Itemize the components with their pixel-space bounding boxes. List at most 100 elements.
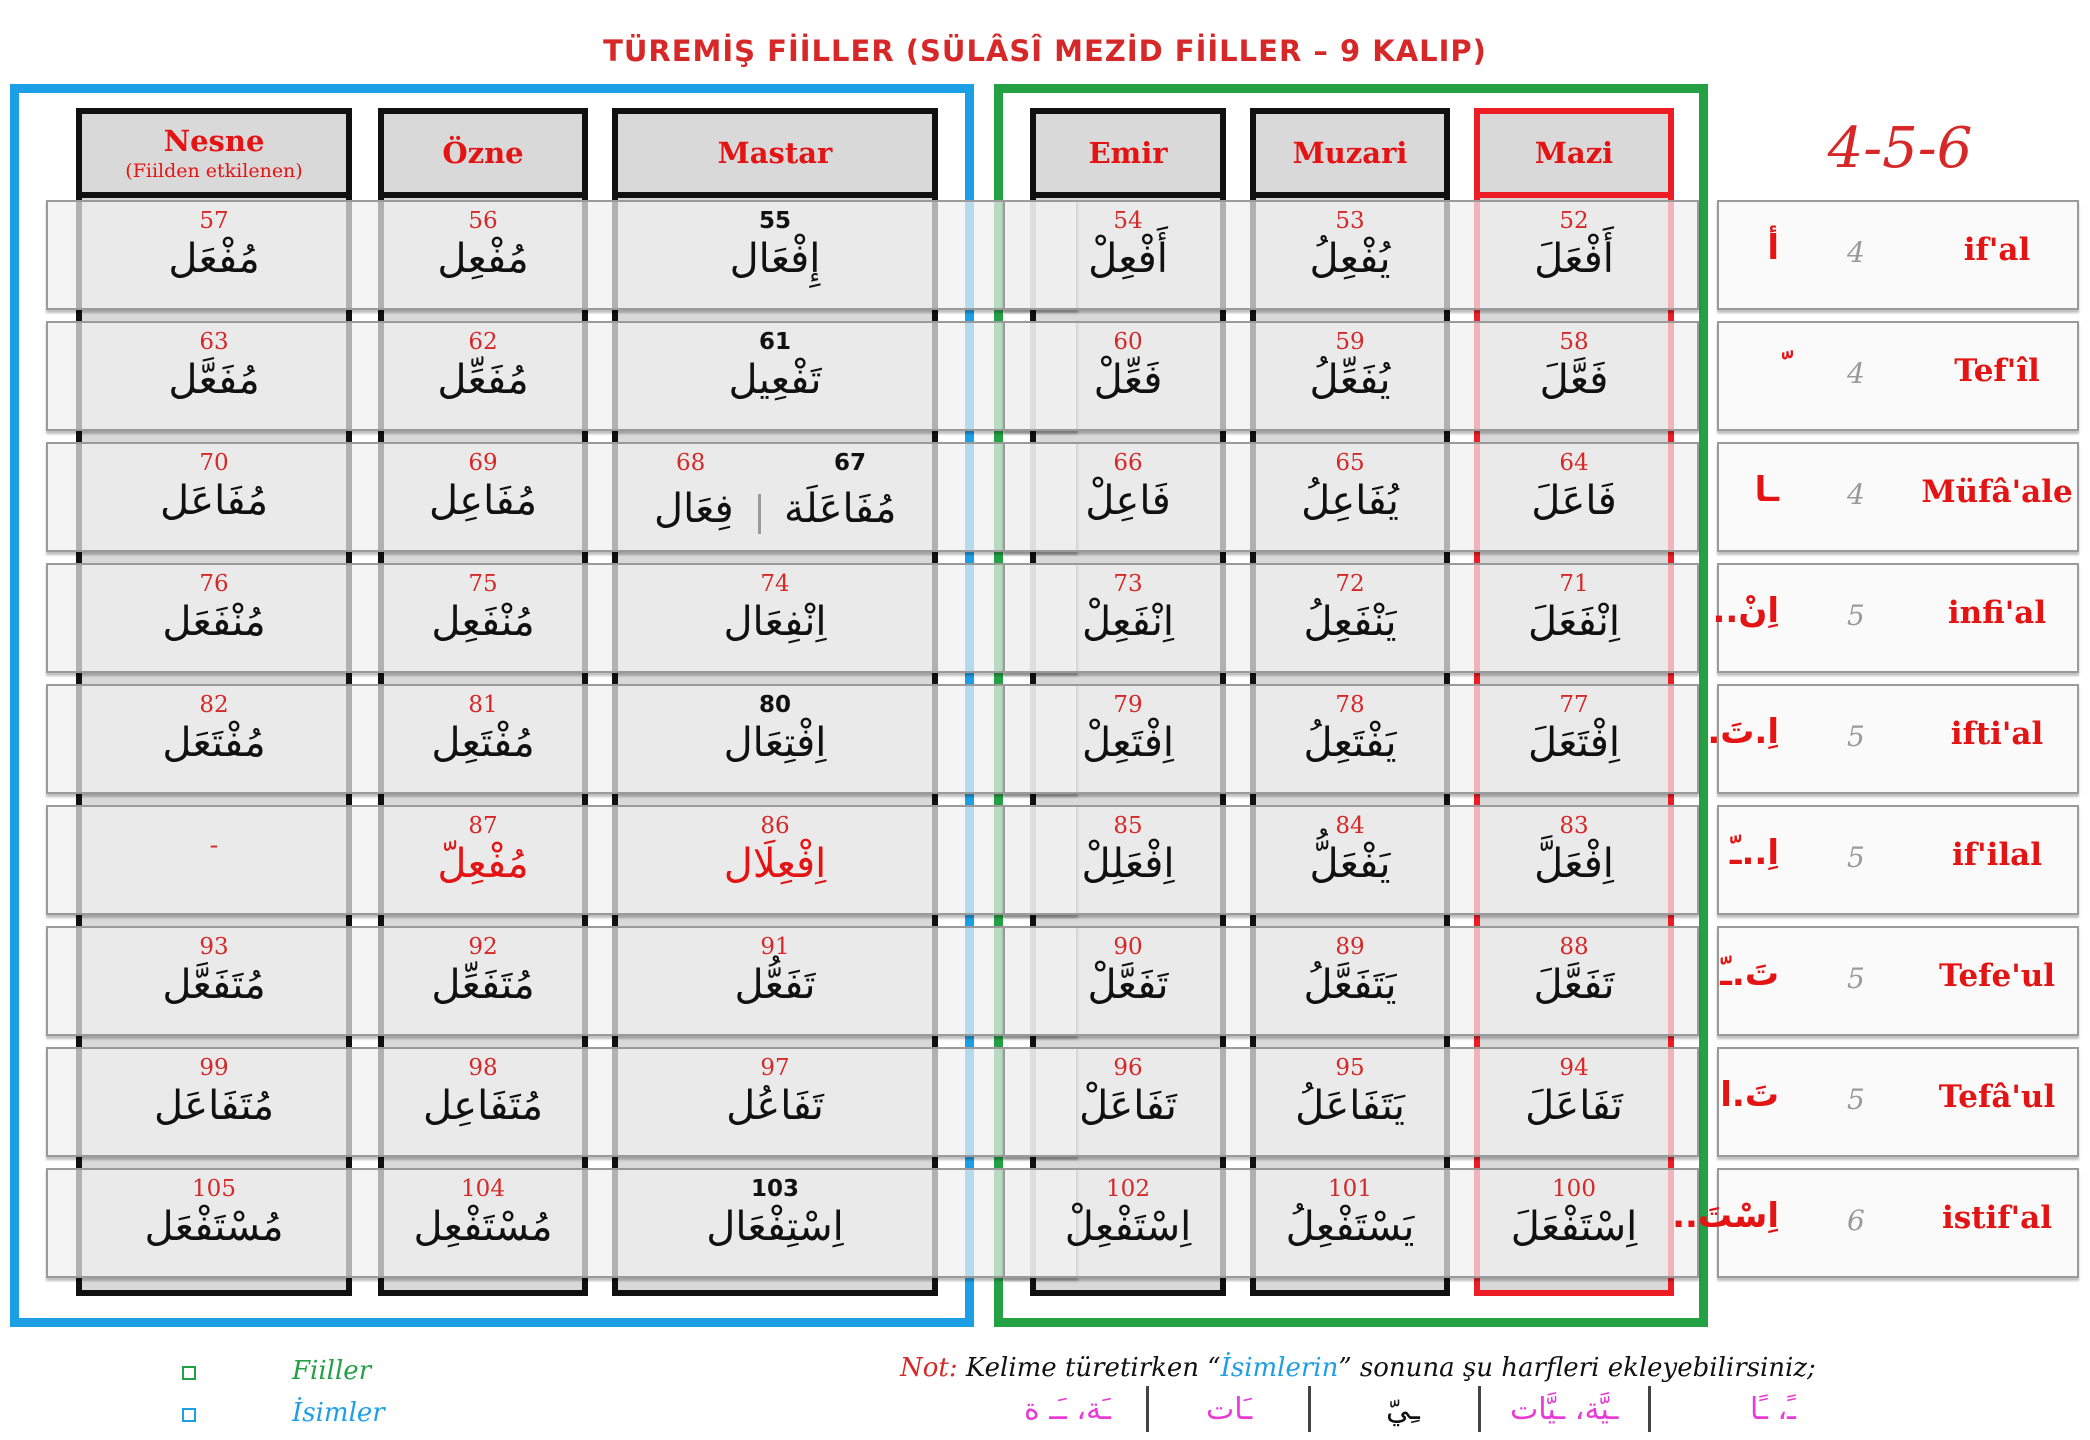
arabic-form: مُسْتَفْعَل <box>144 1204 284 1250</box>
green-square-icon <box>182 1365 196 1380</box>
table-row <box>1003 684 1699 794</box>
cell-mastar: 74 اِنْفِعَال <box>612 563 938 673</box>
note-text-1: Kelime türetirken “ <box>957 1353 1221 1383</box>
letter-count: 5 <box>1847 841 1865 874</box>
form-number: 65 <box>1335 450 1365 476</box>
pattern-name: infi'al <box>1947 595 2047 631</box>
form-number: 71 <box>1559 571 1589 597</box>
cell-nesne: 93 مُتَفَعَّل <box>76 926 352 1036</box>
cell-emir: 90 تَفَعَّلْ <box>1030 926 1226 1036</box>
table-row <box>1717 1168 2079 1278</box>
cell-emir: 54 أَفْعِلْ <box>1030 200 1226 310</box>
cell-muzari: 72 يَنْفَعِلُ <box>1250 563 1450 673</box>
form-number: 69 <box>468 450 498 476</box>
pattern-info: اِنْ.. 5 infi'al <box>1712 563 2079 673</box>
column-muzari-header: Muzari <box>1250 108 1450 198</box>
suffix-divider <box>1146 1386 1149 1432</box>
arabic-form: تَفَعَّلَ <box>1533 962 1615 1008</box>
arabic-form: تَفَعُّل <box>734 962 816 1008</box>
form-number: 58 <box>1559 329 1589 355</box>
cell-mastar: 97 تَفَاعُل <box>612 1047 938 1157</box>
pattern-name: if'al <box>1963 232 2031 268</box>
arabic-form: مُتَفَاعِل <box>422 1083 544 1129</box>
form-number: 55 <box>758 208 791 234</box>
table-row <box>46 684 1078 794</box>
arabic-form: تَفَاعُل <box>726 1083 824 1129</box>
arabic-form: فَعِّلْ <box>1093 357 1163 403</box>
cell-mazi: 64 فَاعَلَ <box>1474 442 1674 552</box>
suffix-divider <box>1308 1386 1311 1432</box>
arabic-form: يَسْتَفْعِلُ <box>1285 1204 1415 1250</box>
arabic-form: اِسْتِفْعَال <box>706 1204 844 1250</box>
cell-muzari: 59 يُفَعِّلُ <box>1250 321 1450 431</box>
empty-form: - <box>209 831 219 859</box>
form-number: 68 <box>676 450 706 476</box>
form-number: 72 <box>1335 571 1365 597</box>
cell-mazi: 83 اِفْعَلَّ <box>1474 805 1674 915</box>
arabic-form: يَنْفَعِلُ <box>1303 599 1397 645</box>
form-number: 78 <box>1335 692 1365 718</box>
letter-count: 4 <box>1847 478 1865 511</box>
column-emir-header: Emir <box>1030 108 1226 198</box>
arabic-form: اِفْعِلَال <box>723 841 827 887</box>
arabic-form: تَفْعِيل <box>728 357 822 403</box>
cell-mastar: 91 تَفَعُّل <box>612 926 938 1036</box>
form-number: 102 <box>1106 1176 1150 1202</box>
column-mastar-header: Mastar <box>612 108 938 198</box>
suffix-2: ـيَّة، ـيَّات <box>1510 1392 1619 1427</box>
form-number: 104 <box>461 1176 505 1202</box>
form-number: 81 <box>468 692 498 718</box>
legend-fiiller: Fiiller <box>182 1356 371 1386</box>
added-letters: اِ..ـّ <box>1729 833 1779 873</box>
arabic-form: مُفَاعِل <box>428 478 537 524</box>
cell-nesne: 82 مُفْتَعَل <box>76 684 352 794</box>
pattern-name: if'ilal <box>1951 837 2043 873</box>
arabic-form: مُفْتَعَل <box>162 720 266 766</box>
form-separator <box>758 494 761 534</box>
column-nesne-header-sublabel: (Fiilden etkilenen) <box>125 160 303 182</box>
cell-ozne: 56 مُفْعِل <box>378 200 588 310</box>
letter-count: 5 <box>1847 962 1865 995</box>
pattern-name: Tefâ'ul <box>1938 1079 2056 1115</box>
added-letters: أ <box>1767 228 1779 268</box>
arabic-form: يُفَاعِلُ <box>1301 478 1399 524</box>
suffix-divider <box>1648 1386 1651 1432</box>
table-row <box>46 563 1078 673</box>
arabic-form: فَاعَلَ <box>1531 478 1617 524</box>
form-number: 84 <box>1335 813 1365 839</box>
added-letters: تَ.ا <box>1720 1075 1779 1115</box>
form-number: 54 <box>1113 208 1143 234</box>
column-mazi-header: Mazi <box>1474 108 1674 198</box>
form-number: 82 <box>199 692 229 718</box>
cell-muzari: 101 يَسْتَفْعِلُ <box>1250 1168 1450 1278</box>
cell-emir: 96 تَفَاعَلْ <box>1030 1047 1226 1157</box>
cell-mastar: 67 68 مُفَاعَلَة فِعَال <box>612 442 938 552</box>
pattern-info: ـا 4 Müfâ'ale <box>1717 442 2079 552</box>
form-number: 98 <box>468 1055 498 1081</box>
form-number: 90 <box>1113 934 1143 960</box>
arabic-form: يُفْعِلُ <box>1309 236 1391 282</box>
arabic-form: اِسْتَفْعِلْ <box>1064 1204 1192 1250</box>
pattern-info: اِ..ـّ 5 if'ilal <box>1717 805 2079 915</box>
letter-count: 4 <box>1847 357 1865 390</box>
arabic-form: اِفْعَلَّ <box>1534 841 1614 887</box>
table-row <box>46 321 1078 431</box>
arabic-form: اِفْتَعَلَ <box>1528 720 1620 766</box>
arabic-form: يَفْعَلُّ <box>1309 841 1391 887</box>
pattern-name: istif'al <box>1941 1200 2052 1236</box>
arabic-form: فَعَّلَ <box>1539 357 1609 403</box>
arabic-form: أَفْعِلْ <box>1088 236 1168 282</box>
form-number: 93 <box>199 934 229 960</box>
form-number: 64 <box>1559 450 1589 476</box>
arabic-form: مُتَفَعَّل <box>162 962 266 1008</box>
arabic-form: اِسْتَفْعَلَ <box>1510 1204 1638 1250</box>
suffix-4: ـَات <box>1206 1392 1253 1427</box>
arabic-form: مُتَفَاعَل <box>153 1083 275 1129</box>
pattern-info: اِسْتَ.. 6 istif'al <box>1672 1168 2079 1278</box>
arabic-form: فِعَال <box>654 486 734 532</box>
form-number: 92 <box>468 934 498 960</box>
cell-nesne: 63 مُفَعَّل <box>76 321 352 431</box>
arabic-form: مُنْفَعِل <box>431 599 535 645</box>
arabic-form: مُسْتَفْعِل <box>413 1204 553 1250</box>
form-number: 103 <box>750 1176 799 1202</box>
